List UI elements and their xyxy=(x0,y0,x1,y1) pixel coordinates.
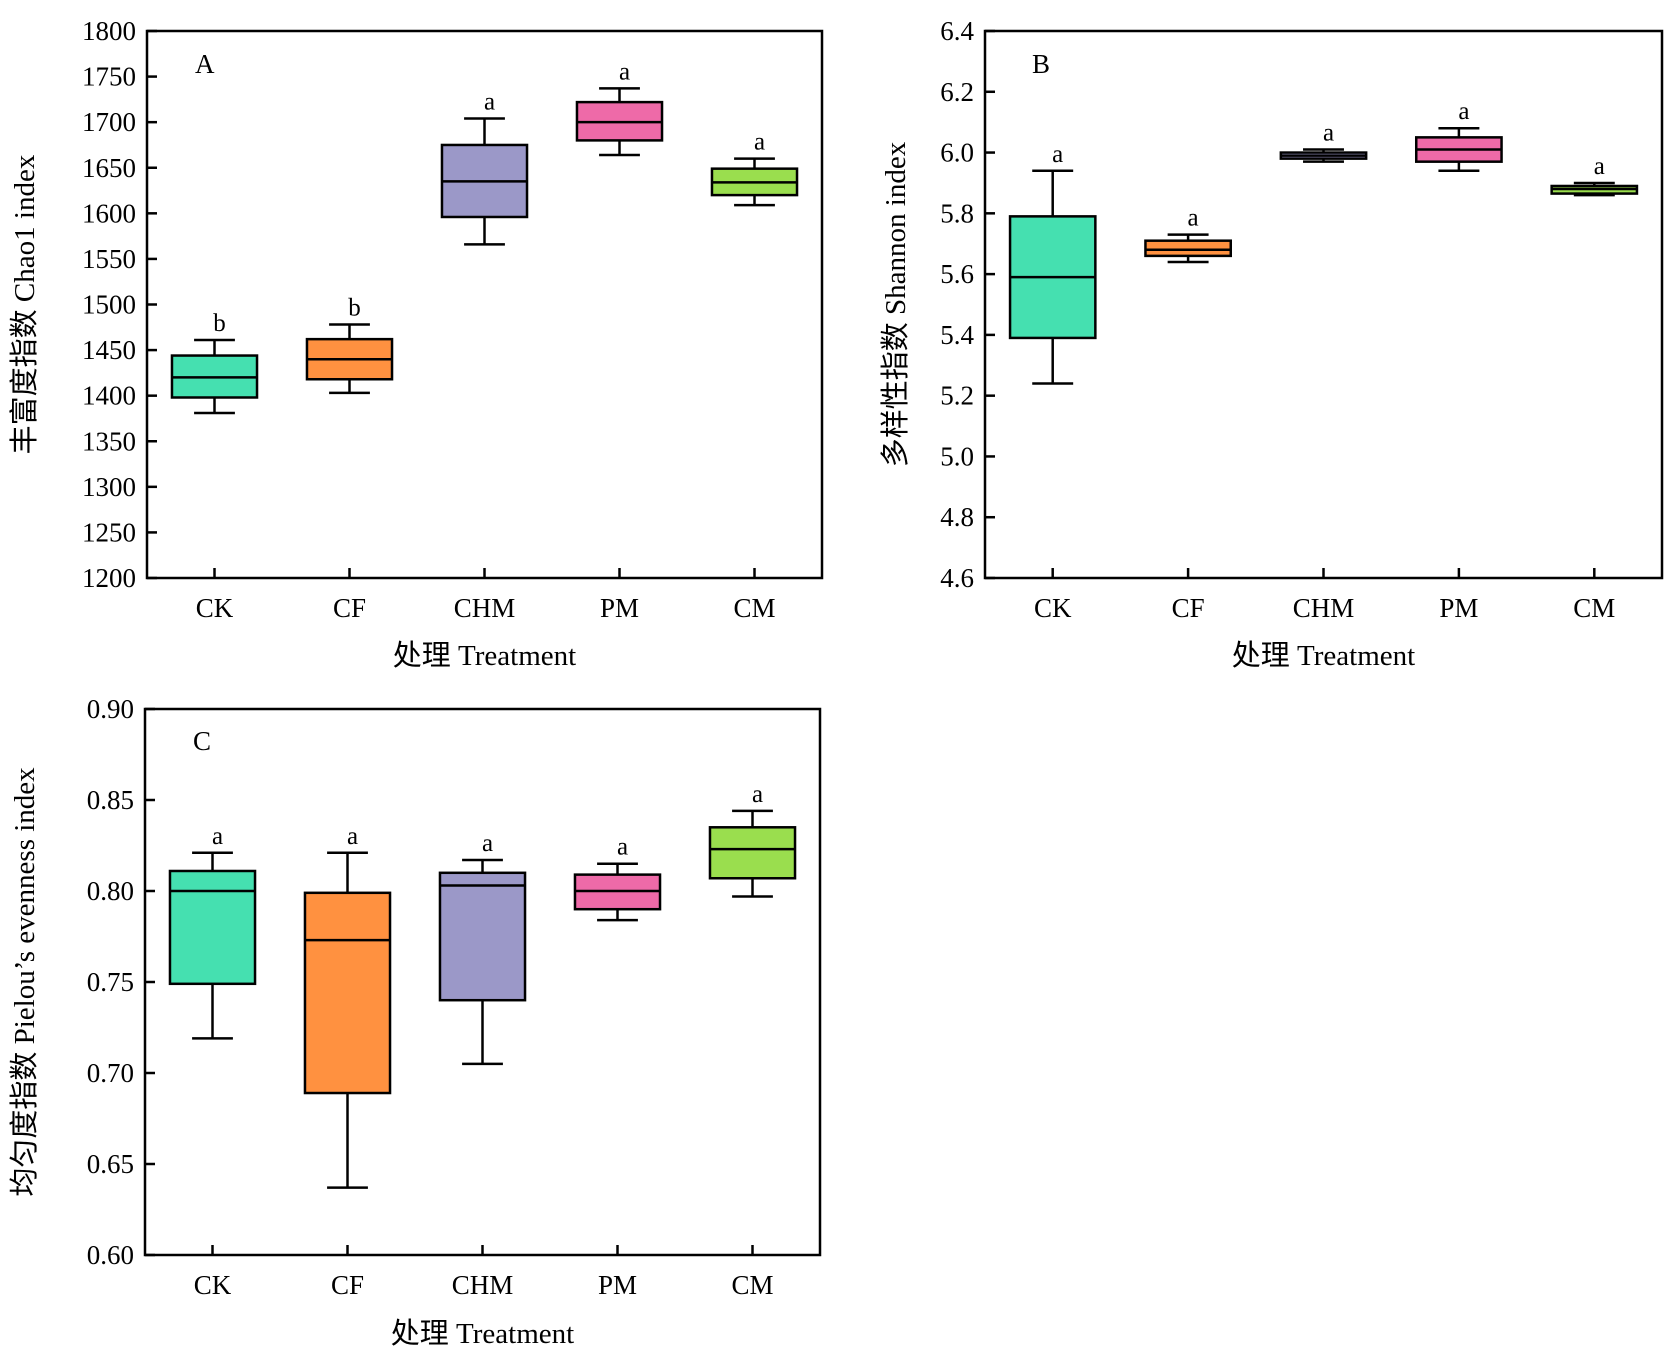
y-tick-label: 1800 xyxy=(82,16,136,46)
y-tick-label: 5.8 xyxy=(940,198,974,228)
significance-letter: a xyxy=(752,781,763,808)
box-chm: a xyxy=(440,89,529,246)
y-tick-label: 1550 xyxy=(82,244,136,274)
x-tick-label: PM xyxy=(600,593,639,623)
significance-letter: a xyxy=(754,129,765,156)
x-tick-label: CF xyxy=(1172,593,1205,623)
x-axis-title: 处理 Treatment xyxy=(1232,639,1415,672)
box-chm: a xyxy=(1279,120,1368,163)
box-pm: a xyxy=(1414,98,1503,173)
significance-letter: a xyxy=(347,823,358,850)
y-tick-label: 0.85 xyxy=(87,785,134,815)
y-tick-label: 0.80 xyxy=(87,876,134,906)
y-tick-label: 1500 xyxy=(82,290,136,320)
y-tick-label: 1350 xyxy=(82,426,136,456)
x-tick-label: CM xyxy=(1573,593,1615,623)
box-pm: a xyxy=(575,58,664,157)
box-cm: a xyxy=(1550,153,1639,197)
x-tick-label: PM xyxy=(1439,593,1478,623)
y-tick-label: 1650 xyxy=(82,153,136,183)
y-tick-label: 1600 xyxy=(82,198,136,228)
y-tick-label: 0.75 xyxy=(87,967,134,997)
x-axis-title: 处理 Treatment xyxy=(393,639,576,672)
x-tick-label: CK xyxy=(194,1270,232,1300)
y-axis-title: 多样性指数 Shannon index xyxy=(879,141,912,467)
y-tick-label: 4.8 xyxy=(940,502,974,532)
box-ck: b xyxy=(170,310,259,415)
y-tick-label: 0.65 xyxy=(87,1149,134,1179)
y-tick-label: 6.4 xyxy=(940,16,974,46)
y-tick-label: 1250 xyxy=(82,517,136,547)
box-iqr xyxy=(438,871,527,1002)
x-tick-label: CF xyxy=(331,1270,364,1300)
x-tick-label: CK xyxy=(196,593,234,623)
y-tick-label: 5.0 xyxy=(940,441,974,471)
y-tick-label: 1200 xyxy=(82,563,136,593)
significance-letter: a xyxy=(212,823,223,850)
box-cf: a xyxy=(303,823,392,1189)
box-cf: b xyxy=(305,295,394,395)
box-pm: a xyxy=(573,834,662,922)
panel-a: 1200 1250 1300 1350 1400 1450 1500 1550 1600 1650… xyxy=(8,16,824,672)
y-axis-title: 丰富度指数 Chao1 index xyxy=(8,154,41,454)
box-chm: a xyxy=(438,830,527,1066)
x-tick-label: CM xyxy=(733,593,775,623)
y-tick-label: 5.4 xyxy=(940,320,974,350)
y-tick-label: 1300 xyxy=(82,472,136,502)
x-tick-label: CK xyxy=(1034,593,1072,623)
y-tick-label: 1750 xyxy=(82,62,136,92)
significance-letter: b xyxy=(348,295,361,322)
y-tick-label: 6.2 xyxy=(940,77,974,107)
significance-letter: a xyxy=(1052,141,1063,168)
box-cm: a xyxy=(710,129,799,207)
significance-letter: b xyxy=(213,310,226,337)
significance-letter: a xyxy=(1188,205,1199,232)
panel-b: 4.6 4.8 5.0 5.2 5.4 5.6 5.8 6.0 6.2 6.4 多样性指数 Shan… xyxy=(879,16,1664,672)
y-tick-label: 5.6 xyxy=(940,259,974,289)
y-tick-label: 0.60 xyxy=(87,1240,134,1270)
significance-letter: a xyxy=(619,58,630,85)
box-iqr xyxy=(168,869,257,986)
box-iqr xyxy=(303,891,392,1095)
panel-letter: C xyxy=(193,726,211,756)
box-cf: a xyxy=(1144,205,1233,264)
significance-letter: a xyxy=(482,830,493,857)
box-ck: a xyxy=(168,823,257,1040)
box-iqr xyxy=(1144,239,1233,258)
y-tick-label: 0.90 xyxy=(87,694,134,724)
panel-letter: A xyxy=(195,49,215,79)
x-tick-label: PM xyxy=(598,1270,637,1300)
box-cm: a xyxy=(708,781,797,898)
x-tick-label: CHM xyxy=(454,593,516,623)
y-tick-label: 1700 xyxy=(82,107,136,137)
x-tick-label: CHM xyxy=(452,1270,514,1300)
panel-letter: B xyxy=(1032,49,1050,79)
y-tick-label: 1400 xyxy=(82,381,136,411)
y-tick-label: 1450 xyxy=(82,335,136,365)
box-ck: a xyxy=(1008,141,1097,385)
x-tick-label: CM xyxy=(731,1270,773,1300)
x-tick-label: CHM xyxy=(1293,593,1355,623)
panel-c: 0.60 0.65 0.70 0.75 0.80 0.85 0.90 均匀度指数 Pielou… xyxy=(8,694,822,1350)
significance-letter: a xyxy=(1458,98,1469,125)
significance-letter: a xyxy=(617,834,628,861)
y-tick-label: 4.6 xyxy=(940,563,974,593)
y-axis-title: 均匀度指数 Pielou’s evenness index xyxy=(8,767,41,1197)
significance-letter: a xyxy=(484,89,495,116)
significance-letter: a xyxy=(1594,153,1605,180)
y-tick-label: 0.70 xyxy=(87,1058,134,1088)
y-tick-label: 5.2 xyxy=(940,381,974,411)
box-iqr xyxy=(708,826,797,880)
significance-letter: a xyxy=(1323,120,1334,147)
x-axis-title: 处理 Treatment xyxy=(391,1317,574,1350)
x-tick-label: CF xyxy=(333,593,366,623)
y-tick-label: 6.0 xyxy=(940,138,974,168)
